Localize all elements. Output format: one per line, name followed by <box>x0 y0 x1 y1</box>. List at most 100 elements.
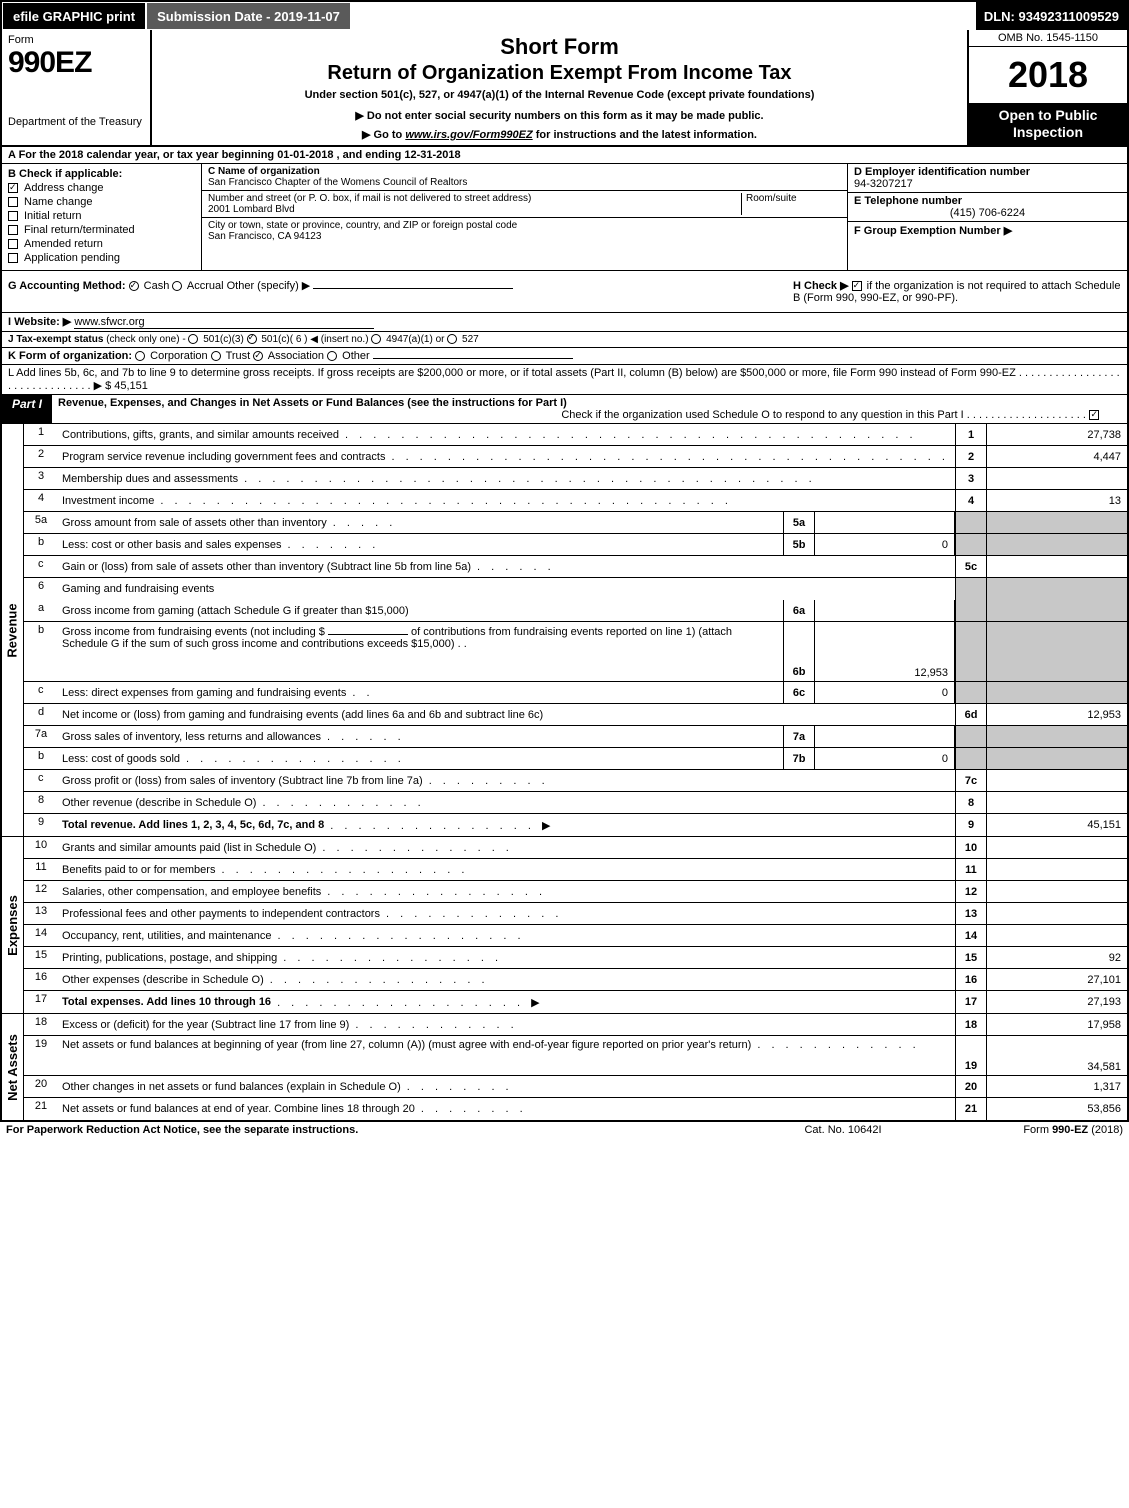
dots: . . . . . . . . . . . . <box>349 1019 951 1031</box>
row-j-tax-exempt: J Tax-exempt status (check only one) - 5… <box>2 332 1127 348</box>
g-accrual: Accrual <box>187 280 224 292</box>
dots: . . . . . . . . . . . . . . . . . . . . … <box>154 495 951 507</box>
ln6c-mn: 6c <box>783 682 815 703</box>
ln7b-greybox <box>955 748 987 769</box>
ln7c-desc: Gross profit or (loss) from sales of inv… <box>62 775 423 787</box>
dots: . . . . . . . . . . . . . . . . . . . . … <box>238 473 951 485</box>
ln5b-greybox <box>955 534 987 555</box>
ln2-rv: 4,447 <box>987 446 1127 467</box>
ln5b-desc: Less: cost or other basis and sales expe… <box>62 539 282 551</box>
dots: . . . . . . . . . . . . . . . . <box>277 952 951 964</box>
ln3-desc: Membership dues and assessments <box>62 473 238 485</box>
org-street: 2001 Lombard Blvd <box>208 204 295 215</box>
ln9-desc: Total revenue. Add lines 1, 2, 3, 4, 5c,… <box>62 819 324 831</box>
line-20: 20 Other changes in net assets or fund b… <box>24 1076 1127 1098</box>
ln6c-num: c <box>24 682 58 703</box>
radio-other[interactable] <box>327 351 337 361</box>
dots: . . . . . . . . <box>415 1103 951 1115</box>
radio-527[interactable] <box>447 334 457 344</box>
radio-4947[interactable] <box>371 334 381 344</box>
ln18-rn: 18 <box>955 1014 987 1035</box>
b-label: B Check if applicable: <box>8 168 195 180</box>
dots: . . . . . . . . . . . . <box>256 797 951 809</box>
ln14-rv <box>987 925 1127 946</box>
ln18-desc: Excess or (deficit) for the year (Subtra… <box>62 1019 349 1031</box>
ln6d-desc: Net income or (loss) from gaming and fun… <box>62 709 543 721</box>
check-schedule-o[interactable] <box>1089 410 1099 420</box>
submission-date-button[interactable]: Submission Date - 2019-11-07 <box>146 2 351 30</box>
line-5a: 5a Gross amount from sale of assets othe… <box>24 512 1127 534</box>
check-address-change[interactable] <box>8 183 18 193</box>
radio-assoc[interactable] <box>253 351 263 361</box>
k-o2: Trust <box>226 350 251 362</box>
line-12: 12 Salaries, other compensation, and emp… <box>24 881 1127 903</box>
ln1-num: 1 <box>24 424 58 445</box>
radio-501c3[interactable] <box>188 334 198 344</box>
k-other-input[interactable] <box>373 358 573 359</box>
f-group-label: F Group Exemption Number ▶ <box>854 224 1121 237</box>
check-amended-return[interactable] <box>8 239 18 249</box>
radio-corp[interactable] <box>135 351 145 361</box>
line-15: 15 Printing, publications, postage, and … <box>24 947 1127 969</box>
ln9-num: 9 <box>24 814 58 836</box>
ln13-rn: 13 <box>955 903 987 924</box>
ln13-desc: Professional fees and other payments to … <box>62 908 380 920</box>
ln3-num: 3 <box>24 468 58 489</box>
ln7a-mn: 7a <box>783 726 815 747</box>
dots: . . . . . . . . . . . . . <box>380 908 951 920</box>
line-4: 4 Investment income. . . . . . . . . . .… <box>24 490 1127 512</box>
irs-link[interactable]: www.irs.gov/Form990EZ <box>405 129 532 141</box>
org-city: San Francisco, CA 94123 <box>208 231 321 242</box>
j-label: J Tax-exempt status <box>8 334 103 345</box>
dots: . . . . . . . . <box>401 1081 951 1093</box>
ln6-greybox <box>955 578 987 600</box>
ln2-desc: Program service revenue including govern… <box>62 451 385 463</box>
part-i-header: Part I Revenue, Expenses, and Changes in… <box>2 395 1127 424</box>
ln12-rv <box>987 881 1127 902</box>
line-6d: d Net income or (loss) from gaming and f… <box>24 704 1127 726</box>
ln6c-mv: 0 <box>815 682 955 703</box>
ln7b-desc: Less: cost of goods sold <box>62 753 180 765</box>
check-initial-return[interactable] <box>8 211 18 221</box>
line-5b: b Less: cost or other basis and sales ex… <box>24 534 1127 556</box>
chk-lbl-5: Application pending <box>24 252 120 264</box>
radio-cash[interactable] <box>129 281 139 291</box>
ln7b-num: b <box>24 748 58 769</box>
part-i-sub: Check if the organization used Schedule … <box>58 409 1121 421</box>
ssn-warning: ▶ Do not enter social security numbers o… <box>160 109 959 122</box>
radio-accrual[interactable] <box>172 281 182 291</box>
dots: . . . . . . . . . . . . . . . ▶ <box>324 819 951 832</box>
ln16-rv: 27,101 <box>987 969 1127 990</box>
ln6b-blank[interactable] <box>328 634 408 635</box>
chk-lbl-2: Initial return <box>24 210 81 222</box>
ln4-desc: Investment income <box>62 495 154 507</box>
header-right: OMB No. 1545-1150 2018 Open to Public In… <box>967 30 1127 145</box>
check-application-pending[interactable] <box>8 253 18 263</box>
dots: . . . . . . . . . . . . . . . . <box>264 974 951 986</box>
ln7a-mv <box>815 726 955 747</box>
k-o4: Other <box>342 350 370 362</box>
efile-print-button[interactable]: efile GRAPHIC print <box>2 2 146 30</box>
check-final-return[interactable] <box>8 225 18 235</box>
line-9: 9 Total revenue. Add lines 1, 2, 3, 4, 5… <box>24 814 1127 836</box>
radio-501c[interactable] <box>247 334 257 344</box>
line-6c: c Less: direct expenses from gaming and … <box>24 682 1127 704</box>
line-11: 11 Benefits paid to or for members. . . … <box>24 859 1127 881</box>
website-value[interactable]: www.sfwcr.org <box>74 316 374 329</box>
line-7b: b Less: cost of goods sold. . . . . . . … <box>24 748 1127 770</box>
check-name-change[interactable] <box>8 197 18 207</box>
ln19-desc: Net assets or fund balances at beginning… <box>62 1039 751 1051</box>
ln6a-mn: 6a <box>783 600 815 621</box>
ln6d-rn: 6d <box>955 704 987 725</box>
g-other-input[interactable] <box>313 288 513 289</box>
ln5a-greybox <box>955 512 987 533</box>
revenue-side-label: Revenue <box>2 424 24 836</box>
c-room-label: Room/suite <box>746 193 797 204</box>
ln16-num: 16 <box>24 969 58 990</box>
ln6-desc: Gaming and fundraising events <box>62 583 214 595</box>
ln7c-rv <box>987 770 1127 791</box>
line-17: 17 Total expenses. Add lines 10 through … <box>24 991 1127 1013</box>
header-left: Form 990EZ Department of the Treasury <box>2 30 152 145</box>
check-h[interactable] <box>852 281 862 291</box>
radio-trust[interactable] <box>211 351 221 361</box>
